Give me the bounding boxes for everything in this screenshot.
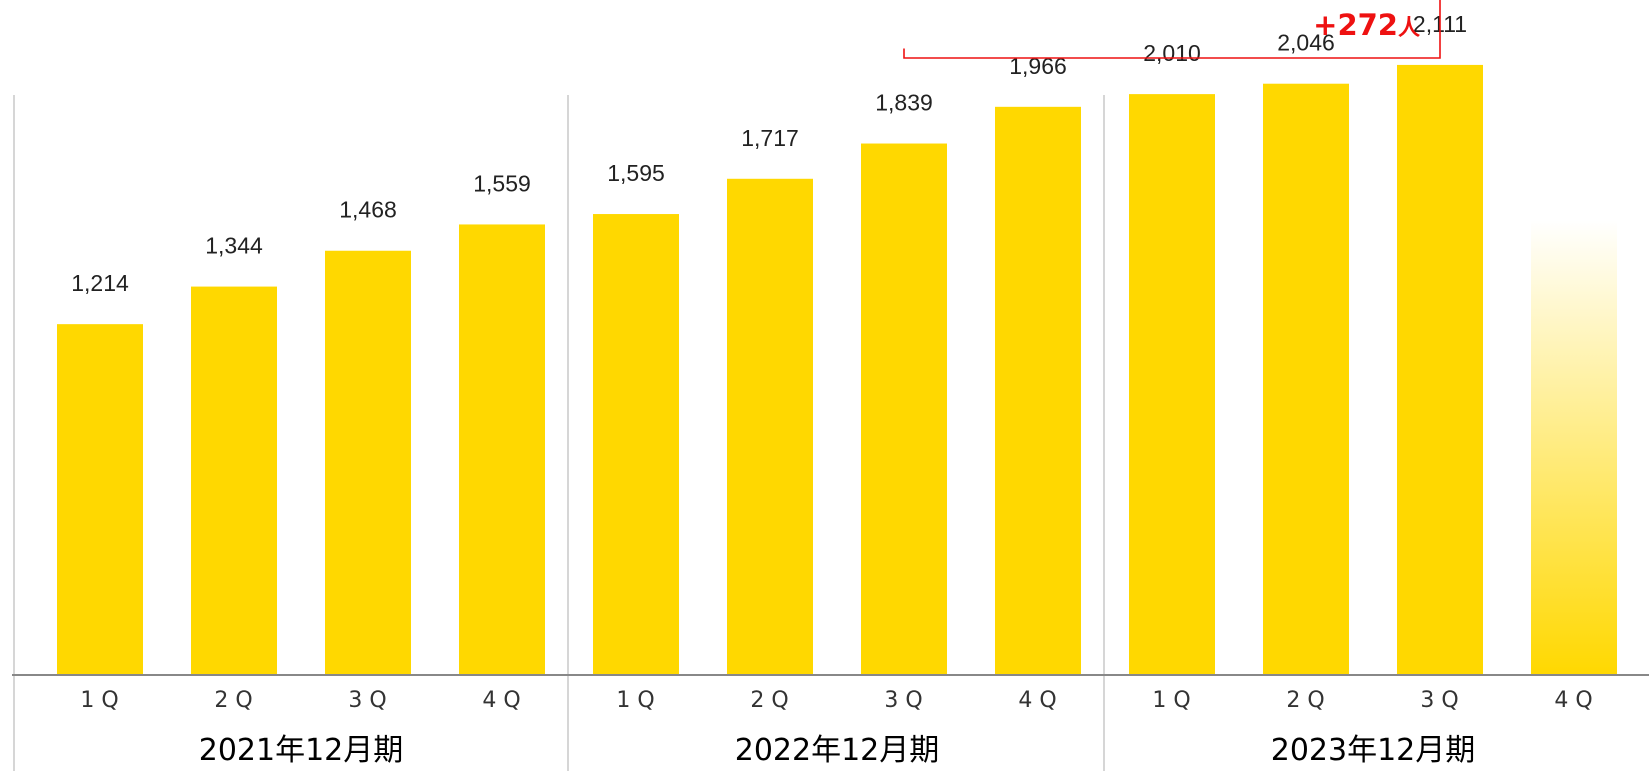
data-label-3-2Q: 2,046 (1277, 30, 1335, 56)
data-label-1-3Q: 1,468 (339, 197, 397, 223)
bar-1-4Q (459, 224, 545, 675)
year-labels: 2021年12月期 2022年12月期 2023年12月期 (199, 733, 1476, 768)
data-label-1-2Q: 1,344 (205, 233, 263, 259)
data-label-2-1Q: 1,595 (607, 160, 665, 186)
year-label-2: 2022年12月期 (735, 733, 940, 768)
quarter-label-2-3Q: 3Q (884, 688, 929, 713)
year-label-1: 2021年12月期 (199, 733, 404, 768)
quarter-label-3-1Q: 1Q (1152, 688, 1197, 713)
data-label-1-1Q: 1,214 (71, 270, 129, 296)
data-label-1-4Q: 1,559 (473, 170, 531, 196)
quarter-label-3-3Q: 3Q (1420, 688, 1465, 713)
growth-value: +272 (1313, 8, 1398, 42)
quarter-label-3-2Q: 2Q (1286, 688, 1331, 713)
quarter-label-1-1Q: 1Q (80, 688, 125, 713)
bar-placeholder-3-4Q (1531, 220, 1617, 675)
quarter-label-3-4Q: 4Q (1554, 688, 1599, 713)
quarter-label-1-2Q: 2Q (214, 688, 259, 713)
growth-unit: 人 (1398, 16, 1420, 41)
growth-bracket (903, 0, 1441, 59)
bar-3-2Q (1263, 83, 1349, 676)
data-label-2-3Q: 1,839 (875, 90, 933, 116)
growth-label: +272人 (1313, 8, 1420, 42)
quarter-label-2-4Q: 4Q (1018, 688, 1063, 713)
group-separators (13, 95, 1105, 771)
bar-1-1Q (57, 324, 143, 675)
bars (57, 64, 1617, 676)
quarter-label-2-1Q: 1Q (616, 688, 661, 713)
year-label-3: 2023年12月期 (1271, 733, 1476, 768)
quarter-label-1-3Q: 3Q (348, 688, 393, 713)
data-label-3-1Q: 2,010 (1143, 40, 1201, 66)
value-labels: 1,214 1,344 1,468 1,559 1,595 1,717 1,839 1,966… (71, 11, 1467, 296)
data-label-2-2Q: 1,717 (741, 125, 799, 151)
quarter-label-1-4Q: 4Q (482, 688, 527, 713)
quarter-labels: 1Q 2Q 3Q 4Q 1Q 2Q 3Q 4Q 1Q 2Q 3Q 4Q (80, 688, 1599, 713)
bar-1-3Q (325, 250, 411, 676)
bar-2-3Q (861, 143, 947, 676)
bar-2-4Q (995, 106, 1081, 676)
bar-2-1Q (593, 214, 679, 676)
bar-2-2Q (727, 178, 813, 676)
quarter-label-2-2Q: 2Q (750, 688, 795, 713)
growth-annotation: +272人 (903, 0, 1441, 59)
bar-3-1Q (1129, 94, 1215, 676)
bar-1-2Q (191, 286, 277, 675)
data-label-2-4Q: 1,966 (1009, 53, 1067, 79)
bar-3-3Q (1397, 64, 1483, 675)
